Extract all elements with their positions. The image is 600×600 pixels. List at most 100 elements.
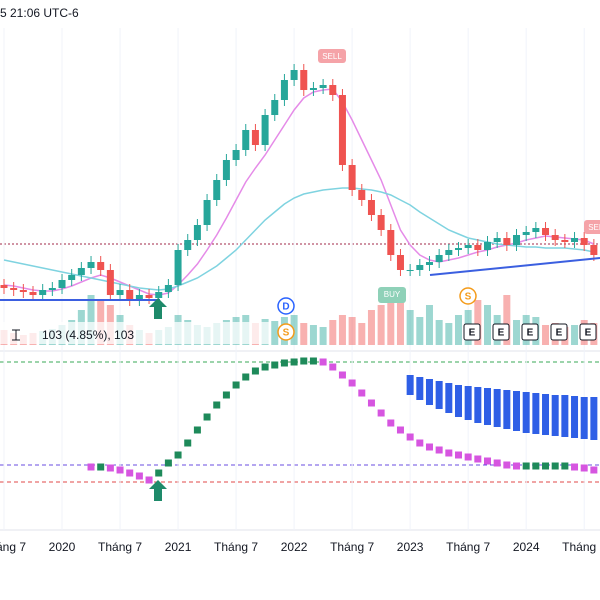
candle-body [571, 238, 579, 242]
oscillator-point [348, 379, 356, 387]
oscillator-point [474, 455, 482, 463]
x-tick-label: 2024 [513, 540, 540, 554]
oscillator-point [116, 466, 124, 474]
candle-body [126, 290, 134, 300]
oscillator-point [580, 464, 588, 472]
earnings-text: E [585, 328, 592, 339]
band-bar [464, 386, 472, 420]
earnings-box [492, 323, 510, 341]
candle-body [406, 270, 414, 271]
candle-body [367, 200, 375, 215]
band-bar [406, 375, 414, 395]
candle-body [106, 270, 114, 295]
oscillator-point [522, 462, 530, 470]
x-tick-label: Tháng 7 [562, 540, 600, 554]
oscillator-point [106, 464, 114, 472]
oscillator-point [513, 462, 521, 470]
band-bar [513, 391, 521, 431]
event-s-text: S [283, 328, 290, 339]
event-s[interactable] [459, 287, 477, 305]
candle-body [319, 85, 327, 88]
candle-body [290, 70, 298, 80]
volume-bar [571, 325, 579, 345]
event-s[interactable] [277, 323, 295, 341]
oscillator-point [367, 399, 375, 407]
oscillator-point [232, 381, 240, 389]
candle-body [590, 245, 598, 255]
oscillator-point [484, 457, 491, 465]
candle-body [358, 190, 366, 200]
candle-body [87, 262, 95, 268]
earnings-text: E [498, 328, 505, 339]
event-d[interactable] [277, 297, 295, 315]
band-bar [484, 388, 491, 425]
sell-text: SELL [588, 223, 600, 232]
oscillator-point [454, 451, 462, 459]
oscillator-point [416, 439, 424, 447]
band-bar [532, 393, 540, 434]
candle-body [503, 238, 511, 245]
oscillator-point [571, 463, 579, 471]
candle-body [193, 225, 201, 240]
candle-body [387, 230, 395, 255]
event-d-text: D [282, 302, 289, 313]
candle-body [377, 215, 385, 230]
candle-body [19, 290, 27, 292]
volume-bar [474, 300, 482, 345]
candle-body [542, 228, 550, 235]
x-tick-label: Tháng 7 [446, 540, 490, 554]
sell-label [318, 49, 346, 63]
candle-body [39, 290, 47, 295]
candle-body [300, 70, 308, 90]
oscillator-point [358, 389, 366, 397]
candle-body [348, 165, 356, 190]
candle-body [155, 292, 163, 298]
volume-bar [358, 323, 366, 345]
legend-icon [12, 329, 20, 341]
timestamp: 5 21:06 UTC-6 [0, 6, 79, 20]
oscillator-point [271, 361, 279, 369]
candle-body [493, 238, 501, 242]
candle-body [416, 265, 424, 270]
volume-bar [454, 315, 462, 345]
oscillator-point [300, 357, 308, 365]
earnings-box [521, 323, 539, 341]
volume-bar [503, 295, 511, 345]
band-bar [503, 390, 511, 429]
candle-body [145, 295, 153, 298]
candle-body [58, 280, 66, 288]
band-bar [551, 395, 559, 436]
oscillator-point [329, 363, 337, 371]
ma-fast-line [3, 88, 595, 296]
candle-body [135, 295, 143, 300]
candle-body [396, 255, 404, 270]
x-tick-label: Tháng 7 [214, 540, 258, 554]
candle-body [29, 292, 37, 295]
oscillator-point [135, 472, 143, 480]
candle-body [425, 262, 433, 265]
oscillator-point [338, 371, 346, 379]
legend-text: 103 (4.85%), 103 [42, 328, 134, 342]
volume-bar [271, 321, 279, 345]
sell-text: SELL [322, 52, 342, 61]
oscillator-point [193, 426, 201, 434]
oscillator-point [377, 409, 385, 417]
buy-arrow [149, 480, 167, 501]
candle-body [116, 290, 124, 295]
candle-body [213, 180, 221, 200]
oscillator-point [532, 462, 540, 470]
oscillator-point [387, 419, 395, 427]
earnings-box [463, 323, 481, 341]
oscillator-point [155, 469, 163, 477]
volume-bar [319, 327, 327, 345]
candle-body [522, 232, 530, 235]
oscillator-point [280, 359, 288, 367]
oscillator-point [145, 476, 153, 484]
candle-body [271, 100, 279, 115]
x-tick-label: 2022 [281, 540, 308, 554]
oscillator-point [425, 443, 433, 451]
band-bar [590, 397, 598, 440]
oscillator-point [251, 367, 259, 375]
candle-body [464, 245, 472, 248]
candle-body [445, 250, 453, 255]
